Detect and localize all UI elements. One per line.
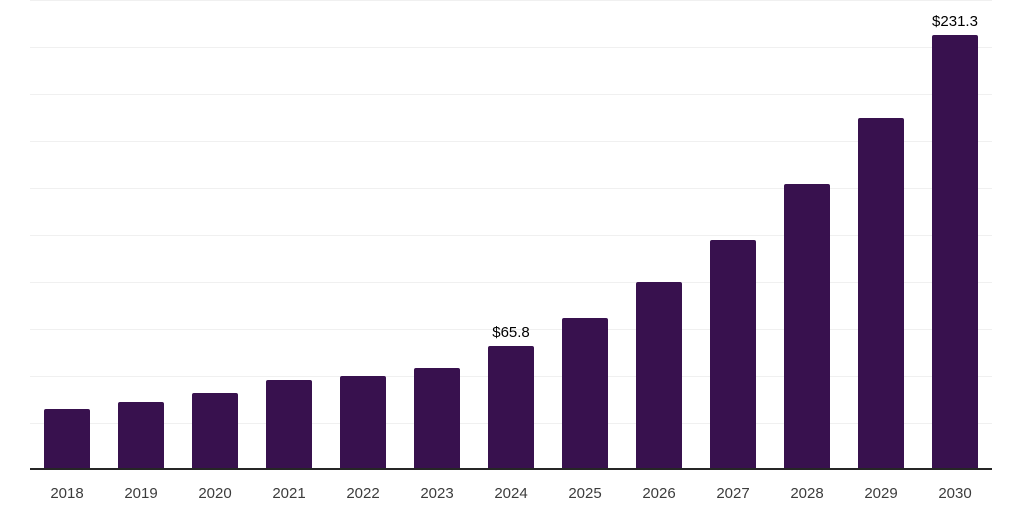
bar-slot-2019: [104, 0, 178, 470]
bar-2029: [858, 117, 904, 470]
bar-2023: [414, 367, 460, 470]
x-tick-label-2018: 2018: [50, 485, 84, 502]
gridline: [30, 0, 992, 1]
bar-2028: [784, 184, 830, 470]
data-label-2030: $231.3: [932, 13, 978, 31]
bar-slot-2030: $231.3: [918, 0, 992, 470]
gridline: [30, 94, 992, 95]
gridline: [30, 282, 992, 283]
x-axis: 2018 2019 2020 2021 2022 2023 2024 2025 2026 2027…: [30, 483, 992, 505]
x-tick-label-2021: 2021: [272, 485, 306, 502]
bar-slot-2018: [30, 0, 104, 470]
x-tick-label-2029: 2029: [864, 485, 898, 502]
x-tick-label-2022: 2022: [346, 485, 380, 502]
x-axis-line: [30, 468, 992, 470]
x-tick-label-2027: 2027: [716, 485, 750, 502]
bar-slot-2022: [326, 0, 400, 470]
gridline: [30, 47, 992, 48]
bar-slot-2021: [252, 0, 326, 470]
data-label-2024: $65.8: [492, 324, 530, 342]
bar-slot-2028: [770, 0, 844, 470]
bar-slot-2024: $65.8: [474, 0, 548, 470]
gridline: [30, 141, 992, 142]
gridline: [30, 188, 992, 189]
bar-2019: [118, 402, 164, 470]
bar-slot-2025: [548, 0, 622, 470]
bar-2020: [192, 393, 238, 470]
bar-2030: [932, 35, 978, 470]
x-tick-label-2030: 2030: [938, 485, 972, 502]
x-tick-label-2019: 2019: [124, 485, 158, 502]
bar-slot-2029: [844, 0, 918, 470]
bar-2027: [710, 239, 756, 470]
x-tick-label-2020: 2020: [198, 485, 232, 502]
x-tick-label-2024: 2024: [494, 485, 528, 502]
x-tick-label-2028: 2028: [790, 485, 824, 502]
bar-2022: [340, 376, 386, 470]
x-tick-label-2026: 2026: [642, 485, 676, 502]
x-tick-label-2025: 2025: [568, 485, 602, 502]
x-tick-label-2023: 2023: [420, 485, 454, 502]
gridline: [30, 235, 992, 236]
bar-2024: [488, 346, 534, 470]
bar-slot-2020: [178, 0, 252, 470]
bar-2018: [44, 409, 90, 470]
bar-2025: [562, 317, 608, 470]
gridline: [30, 329, 992, 330]
bar-2021: [266, 380, 312, 470]
plot-area: $65.8 $231.3: [30, 0, 992, 470]
bar-2026: [636, 282, 682, 470]
bar-slot-2027: [696, 0, 770, 470]
bar-slot-2026: [622, 0, 696, 470]
bar-slot-2023: [400, 0, 474, 470]
